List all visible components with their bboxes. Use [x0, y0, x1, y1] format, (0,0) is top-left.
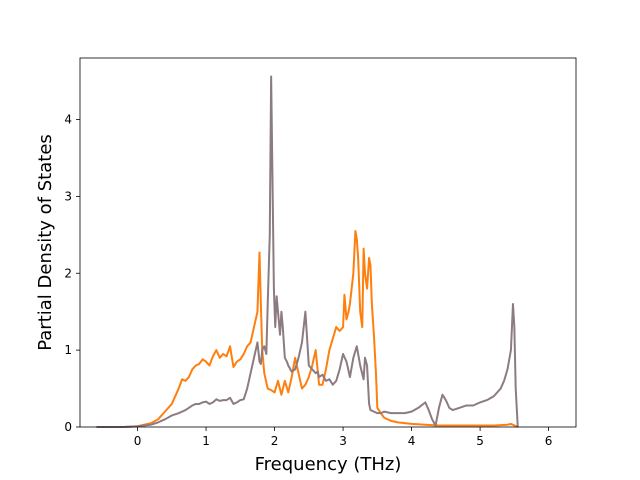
x-tick-label: 6: [545, 434, 553, 448]
series-layer: [96, 75, 519, 428]
y-tick-label: 4: [64, 113, 72, 127]
axes-frame: [79, 57, 577, 428]
x-tick-label: 0: [134, 434, 142, 448]
y-tick-label: 2: [64, 266, 72, 280]
series-line-1: [96, 229, 519, 428]
y-tick-label: 1: [64, 343, 72, 357]
y-tick-label: 3: [64, 189, 72, 203]
ticks-layer: 0 1 2 3 4 5 6 0 1 2 3 4: [64, 113, 552, 449]
y-axis-label: Partial Density of States: [35, 134, 56, 351]
x-tick-label: 3: [339, 434, 347, 448]
x-tick-label: 1: [202, 434, 210, 448]
x-tick-label: 2: [271, 434, 279, 448]
x-tick-label: 5: [476, 434, 484, 448]
series-line-2: [96, 75, 519, 428]
x-axis-label: Frequency (THz): [255, 454, 402, 475]
y-tick-label: 0: [64, 420, 72, 434]
x-tick-label: 4: [408, 434, 416, 448]
